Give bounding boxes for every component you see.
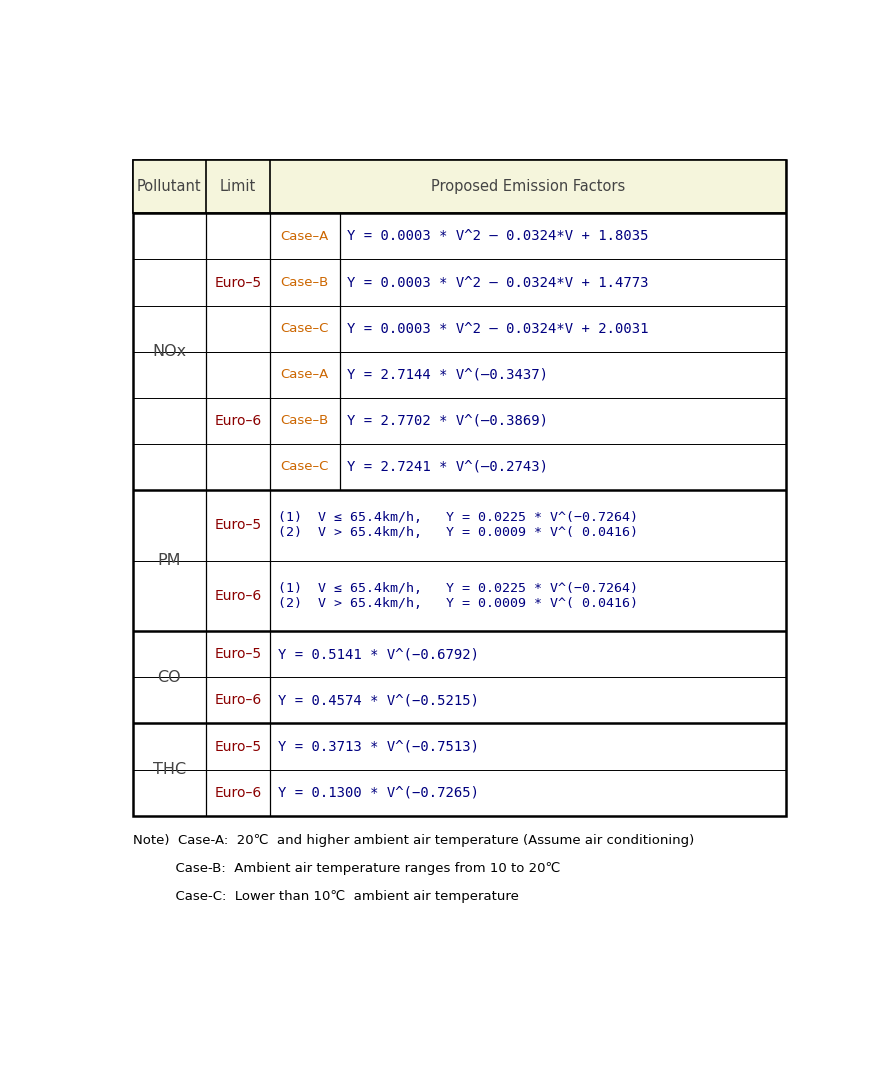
Text: Case–B: Case–B — [280, 415, 329, 428]
Text: Y = 2.7144 * V^(–0.3437): Y = 2.7144 * V^(–0.3437) — [347, 368, 547, 382]
Text: Euro–6: Euro–6 — [214, 589, 262, 603]
Text: Case–C: Case–C — [280, 460, 329, 473]
Text: Y = 0.0003 * V^2 – 0.0324*V + 1.4773: Y = 0.0003 * V^2 – 0.0324*V + 1.4773 — [347, 276, 648, 289]
Text: Euro–6: Euro–6 — [214, 786, 262, 800]
Text: Proposed Emission Factors: Proposed Emission Factors — [431, 179, 625, 194]
Text: Case-B:  Ambient air temperature ranges from 10 to 20℃: Case-B: Ambient air temperature ranges f… — [133, 862, 560, 875]
Text: Euro–6: Euro–6 — [214, 694, 262, 707]
Text: Euro–5: Euro–5 — [214, 518, 262, 532]
Text: Y = 0.3713 * V^(−0.7513): Y = 0.3713 * V^(−0.7513) — [279, 740, 479, 754]
Text: (1)  V ≤ 65.4km/h,   Y = 0.0225 * V^(−0.7264)
(2)  V > 65.4km/h,   Y = 0.0009 * : (1) V ≤ 65.4km/h, Y = 0.0225 * V^(−0.726… — [279, 512, 638, 539]
Text: Y = 2.7702 * V^(–0.3869): Y = 2.7702 * V^(–0.3869) — [347, 413, 547, 428]
Bar — [133, 160, 786, 214]
Text: Case-C:  Lower than 10℃  ambient air temperature: Case-C: Lower than 10℃ ambient air tempe… — [133, 889, 519, 902]
Text: THC: THC — [153, 762, 186, 777]
Text: (1)  V ≤ 65.4km/h,   Y = 0.0225 * V^(−0.7264)
(2)  V > 65.4km/h,   Y = 0.0009 * : (1) V ≤ 65.4km/h, Y = 0.0225 * V^(−0.726… — [279, 582, 638, 610]
Text: Y = 0.4574 * V^(−0.5215): Y = 0.4574 * V^(−0.5215) — [279, 694, 479, 707]
Text: PM: PM — [158, 553, 181, 568]
Text: CO: CO — [158, 670, 181, 685]
Text: Case–A: Case–A — [280, 368, 329, 381]
Text: Case–B: Case–B — [280, 276, 329, 289]
Text: Euro–6: Euro–6 — [214, 413, 262, 428]
Text: Y = 0.0003 * V^2 – 0.0324*V + 2.0031: Y = 0.0003 * V^2 – 0.0324*V + 2.0031 — [347, 322, 648, 336]
Text: Y = 2.7241 * V^(–0.2743): Y = 2.7241 * V^(–0.2743) — [347, 459, 547, 473]
Text: Case–A: Case–A — [280, 230, 329, 243]
Text: Y = 0.0003 * V^2 – 0.0324*V + 1.8035: Y = 0.0003 * V^2 – 0.0324*V + 1.8035 — [347, 229, 648, 243]
Text: Y = 0.1300 * V^(−0.7265): Y = 0.1300 * V^(−0.7265) — [279, 786, 479, 800]
Text: Pollutant: Pollutant — [137, 179, 202, 194]
Text: NOx: NOx — [152, 344, 186, 359]
Text: Case–C: Case–C — [280, 322, 329, 335]
Bar — [133, 160, 786, 816]
Text: Euro–5: Euro–5 — [214, 647, 262, 661]
Text: Euro–5: Euro–5 — [214, 276, 262, 289]
Text: Y = 0.5141 * V^(−0.6792): Y = 0.5141 * V^(−0.6792) — [279, 647, 479, 661]
Text: Euro–5: Euro–5 — [214, 740, 262, 754]
Text: Note)  Case-A:  20℃  and higher ambient air temperature (Assume air conditioning: Note) Case-A: 20℃ and higher ambient air… — [133, 834, 694, 847]
Text: Limit: Limit — [220, 179, 256, 194]
